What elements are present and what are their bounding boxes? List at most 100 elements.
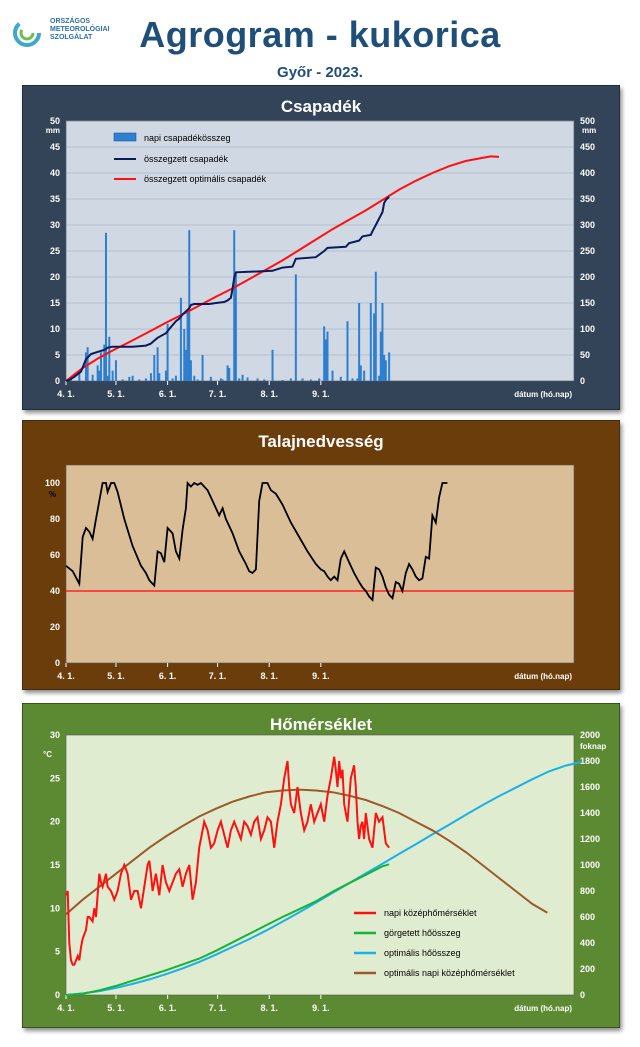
precipitation-bar: [96, 365, 99, 381]
precipitation-bar: [104, 232, 107, 381]
rolling-heat-sum-line: [65, 863, 390, 996]
precipitation-bar: [91, 374, 94, 381]
chart-3-y-tick-label: 30: [50, 730, 60, 740]
precipitation-bar: [246, 377, 249, 381]
precipitation-bar: [78, 373, 81, 381]
precipitation-bar: [114, 360, 117, 381]
precipitation-bar: [111, 370, 114, 381]
chart-1-y2-tick-label: 50: [580, 350, 590, 360]
chart-2-x-tick-label: 5. 1.: [107, 671, 125, 681]
precipitation-bar: [188, 230, 191, 381]
optimal-daily-mean-line: [65, 788, 548, 916]
precipitation-bar: [201, 355, 204, 381]
chart-3-y2-tick-label: 600: [580, 912, 595, 922]
chart-1-title: Csapadék: [281, 97, 362, 116]
logo-line-2: METEOROLÓGIAI: [50, 26, 110, 33]
chart-3-y-tick-label: 5: [55, 947, 60, 957]
precipitation-bar: [346, 321, 349, 381]
chart-1-y2-tick-label: 100: [580, 324, 595, 334]
precipitation-bar: [228, 368, 231, 381]
chart-1-y2-axis-label: mm: [582, 126, 596, 135]
chart-2-y-tick-label: 60: [50, 550, 60, 560]
chart-2-y-tick-label: 80: [50, 514, 60, 524]
precipitation-bar: [373, 313, 376, 381]
chart-1-x-tick-label: 9. 1.: [312, 389, 330, 399]
precipitation-bar: [144, 378, 147, 381]
precipitation-bar: [174, 375, 177, 381]
chart-1-y-tick-label: 40: [50, 168, 60, 178]
chart-1-y2-tick-label: 0: [580, 376, 585, 386]
chart-1-y-tick-label: 35: [50, 194, 60, 204]
chart-3-y-tick-label: 25: [50, 773, 60, 783]
chart-1-x-tick-label: 4. 1.: [57, 389, 75, 399]
chart-1-x-tick-label: 7. 1.: [209, 389, 227, 399]
temperature-chart: Hőmérséklet 4. 1. 5. 1. 6. 1. 7. 1. 8. 1. 9. 1…: [22, 703, 620, 1028]
precipitation-bar: [219, 378, 222, 381]
precipitation-bar: [326, 331, 329, 381]
chart-1-y-tick-label: 20: [50, 272, 60, 282]
legend-rolling-sum-label: görgetett hőösszeg: [384, 928, 461, 938]
chart-2-y-axis-label: %: [49, 490, 56, 499]
precipitation-bar: [374, 271, 377, 381]
precipitation-bar: [301, 378, 304, 381]
precipitation-chart: Csapadék 4. 1. 5. 1. 6. 1. 7. 1. 8. 1. 9. 1. dá…: [22, 85, 620, 410]
chart-3-y-tick-label: 20: [50, 817, 60, 827]
precipitation-bar: [271, 349, 274, 381]
precipitation-bar: [379, 331, 382, 381]
chart-3-y2-tick-label: 1600: [580, 782, 600, 792]
chart-1-y2-tick-label: 300: [580, 220, 595, 230]
logo-line-1: ORSZÁGOS: [50, 18, 91, 25]
precipitation-bar: [289, 378, 292, 381]
chart-1-y2-tick-label: 350: [580, 194, 595, 204]
chart-1-x-axis-label: dátum (hó.nap): [514, 390, 572, 399]
precipitation-bar: [309, 379, 312, 381]
optimal-cumulative-precipitation-line: [65, 155, 500, 382]
chart-3-y2-tick-label: 1400: [580, 808, 600, 818]
precipitation-bar: [233, 230, 236, 381]
chart-3-y2-tick-label: 2000: [580, 730, 600, 740]
chart-3-y2-tick-label: 200: [580, 964, 595, 974]
chart-1-y-tick-label: 50: [50, 116, 60, 126]
precipitation-bar: [318, 378, 321, 381]
chart-3-x-tick-label: 9. 1.: [312, 1003, 330, 1013]
chart-2-plot-area: [65, 464, 575, 664]
chart-2-x-tick-label: 8. 1.: [260, 671, 278, 681]
chart-1-y-tick-label: 25: [50, 246, 60, 256]
cumulative-precipitation-line: [65, 196, 390, 382]
legend-label-cumulative: összegzett csapadék: [144, 154, 229, 164]
chart-3-y2-tick-label: 1800: [580, 756, 600, 766]
precipitation-bar: [158, 373, 161, 381]
legend-optimal-sum-label: optimális hőösszeg: [384, 948, 461, 958]
chart-2-y-tick-label: 0: [55, 658, 60, 668]
precipitation-bar: [363, 370, 366, 381]
precipitation-bar: [294, 274, 297, 381]
precipitation-bar: [351, 378, 354, 381]
chart-1-y-tick-label: 45: [50, 142, 60, 152]
chart-1-x-tick-label: 6. 1.: [159, 389, 177, 399]
precipitation-bar: [184, 349, 187, 381]
chart-3-x-axis-label: dátum (hó.nap): [514, 1004, 572, 1013]
logo-line-3: SZOLGÁLAT: [50, 34, 93, 41]
soil-moisture-chart: Talajnedvesség 4. 1. 5. 1. 6. 1. 7. 1. 8. 1. 9…: [22, 420, 620, 690]
soil-moisture-panel: Talajnedvesség 4. 1. 5. 1. 6. 1. 7. 1. 8. 1. 9…: [22, 420, 620, 690]
chart-1-x-tick-label: 8. 1.: [260, 389, 278, 399]
chart-3-y-tick-label: 0: [55, 990, 60, 1000]
precipitation-bar: [156, 347, 159, 381]
precipitation-bar: [339, 376, 342, 381]
precipitation-bar: [356, 378, 359, 381]
precipitation-bar: [186, 310, 189, 381]
chart-3-y2-tick-label: 1000: [580, 860, 600, 870]
precipitation-bar: [108, 336, 111, 381]
chart-1-y-tick-label: 15: [50, 298, 60, 308]
chart-1-y-axis-label: mm: [46, 126, 60, 135]
chart-2-x-tick-label: 9. 1.: [312, 671, 330, 681]
precipitation-bar: [281, 379, 284, 381]
chart-3-x-tick-label: 8. 1.: [260, 1003, 278, 1013]
precipitation-bar: [99, 352, 102, 381]
precipitation-bar: [193, 375, 196, 381]
precipitation-bar: [384, 360, 387, 381]
precipitation-bar: [171, 378, 174, 381]
precipitation-bar: [189, 360, 192, 381]
precipitation-bar: [369, 303, 372, 381]
chart-3-title: Hőmérséklet: [270, 715, 372, 734]
